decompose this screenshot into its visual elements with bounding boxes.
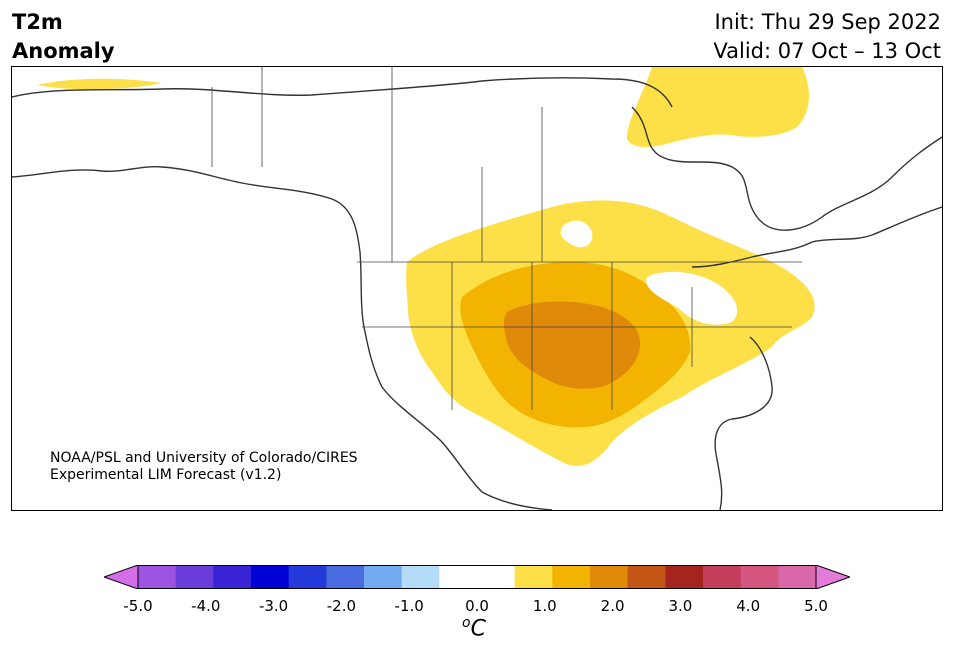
colorbar-frame [137,565,817,589]
colorbar-tick-label: 3.0 [668,597,693,615]
colorbar-extend-low [104,565,139,589]
title-line-1: T2m [12,10,63,34]
colorbar-segment [740,565,779,589]
anomaly-hole-canada [560,220,593,248]
colorbar-segment [703,565,742,589]
colorbar-segment [213,565,252,589]
colorbar-segment [552,565,591,589]
coastline-outlines [12,76,942,510]
colorbar-tick-label: 1.0 [532,597,557,615]
valid-dates: Valid: 07 Oct – 13 Oct [713,39,941,63]
colorbar-segment [326,565,365,589]
colorbar-unit: oC [462,615,486,641]
title-line-2: Anomaly [12,39,115,63]
colorbar-segment [288,565,327,589]
colorbar-tick-label: 2.0 [600,597,625,615]
colorbar-tick-label: 5.0 [804,597,828,615]
colorbar-extend-high [815,565,850,589]
colorbar-segment [590,565,629,589]
colorbar-segment [175,565,214,589]
anomaly-1c-northeast [627,67,809,147]
colorbar-segment [439,565,478,589]
map-title: T2m Anomaly [12,8,115,66]
colorbar-tick-label: -5.0 [123,597,153,615]
colorbar-tick-label: -2.0 [326,597,357,615]
colorbar-tick-label: 0.0 [465,597,489,615]
colorbar-segment [138,565,177,589]
colorbar-segment [514,565,553,589]
anomaly-1c-arctic [37,78,162,90]
colorbar [104,565,850,589]
init-date: Init: Thu 29 Sep 2022 [714,10,941,34]
forecast-credit: NOAA/PSL and University of Colorado/CIRE… [50,450,358,484]
colorbar-tick-label: -3.0 [258,597,289,615]
colorbar-segment [401,565,440,589]
anomaly-map: NOAA/PSL and University of Colorado/CIRE… [12,67,942,510]
colorbar-tick-label: -4.0 [191,597,221,615]
unit-degree-symbol: o [462,615,471,631]
colorbar-segment [665,565,704,589]
colorbar-ticks: -5.0 -4.0 -3.0 -2.0 -1.0 0.0 1.0 2.0 3.0 4.0 5.0 [0,597,953,617]
colorbar-segment [364,565,403,589]
colorbar-segment [627,565,666,589]
forecast-dates: Init: Thu 29 Sep 2022 Valid: 07 Oct – 13… [713,8,941,66]
anomaly-2c-region [503,301,641,389]
colorbar-tick-label: -1.0 [394,597,424,615]
colorbar-tick-label: 4.0 [736,597,761,615]
state-borders [211,67,802,410]
colorbar-segment [251,565,290,589]
map-panel: NOAA/PSL and University of Colorado/CIRE… [11,66,943,511]
credit-line-1: NOAA/PSL and University of Colorado/CIRE… [50,450,358,466]
colorbar-segment [778,565,817,589]
colorbar-segment [477,565,516,589]
credit-line-2: Experimental LIM Forecast (v1.2) [50,467,282,483]
unit-letter: C [470,616,486,642]
